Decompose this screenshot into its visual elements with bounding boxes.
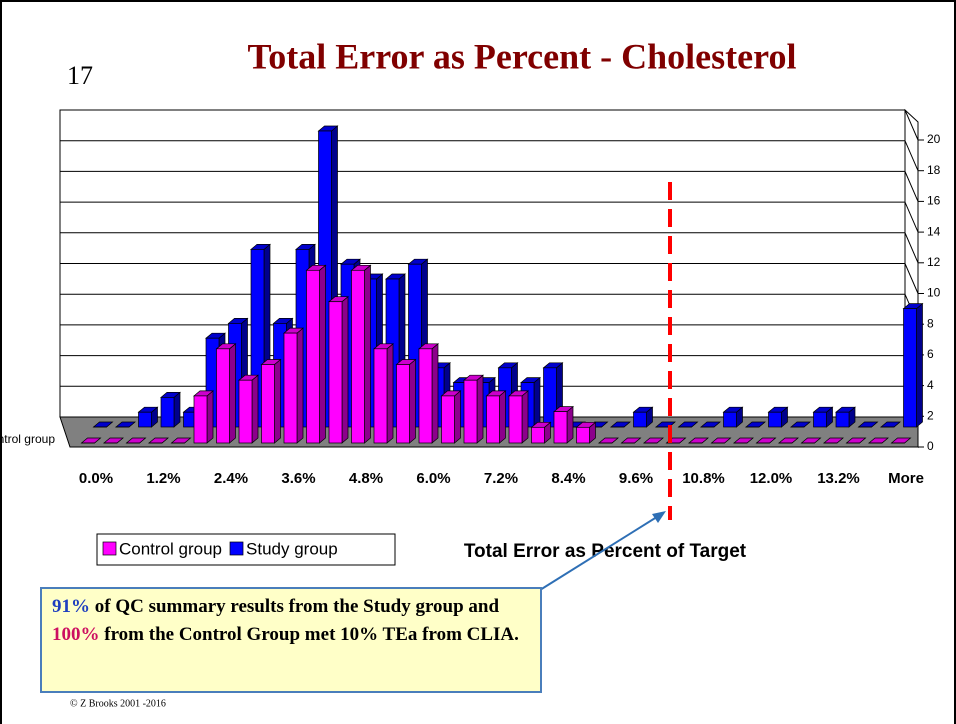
bar-side xyxy=(251,374,259,444)
bar-side xyxy=(566,405,574,444)
chart-title: Total Error as Percent - Cholesterol xyxy=(248,36,797,76)
grid-line xyxy=(60,109,919,141)
bar xyxy=(531,426,545,444)
annotation-text: of QC summary results from the Study gro… xyxy=(90,596,500,617)
bar xyxy=(441,395,455,444)
y-tick-label: 8 xyxy=(927,316,934,330)
x-tick-label: 7.2% xyxy=(484,470,518,487)
bar xyxy=(138,411,152,428)
footer: © Z Brooks 2001 -2016 xyxy=(70,698,166,709)
x-tick-label: 6.0% xyxy=(416,470,450,487)
y-tick-label: 16 xyxy=(927,194,941,208)
bar xyxy=(328,301,343,444)
grid-line xyxy=(60,140,919,171)
bar xyxy=(813,411,827,428)
bar xyxy=(723,411,737,428)
annotation-box: 91% of QC summary results from the Study… xyxy=(40,587,542,693)
y-tick-label: 12 xyxy=(927,255,941,269)
x-tick-label: 13.2% xyxy=(817,470,860,487)
y-tick-label: 14 xyxy=(927,224,941,238)
bar-side xyxy=(521,390,529,444)
depth-label: Control group xyxy=(0,432,55,446)
y-tick-label: 6 xyxy=(927,347,934,361)
bar xyxy=(633,411,647,428)
y-tick-label: 2 xyxy=(927,408,934,422)
x-tick-label: 8.4% xyxy=(551,470,585,487)
bar xyxy=(216,348,230,444)
x-tick-label: 4.8% xyxy=(349,470,383,487)
legend-label: Study group xyxy=(246,539,338,558)
overlay xyxy=(539,182,672,591)
bar-side xyxy=(274,358,281,444)
x-tick-label: 2.4% xyxy=(214,470,248,487)
bar-side xyxy=(499,390,506,444)
x-tick-label: 3.6% xyxy=(281,470,315,487)
bar xyxy=(306,269,320,444)
bar-side xyxy=(296,327,304,444)
annotation-text: from the Control Group met 10% TEa from … xyxy=(99,624,519,645)
bar xyxy=(396,364,410,444)
bar xyxy=(373,348,388,444)
bar-side xyxy=(364,264,371,444)
bar-side xyxy=(173,391,181,428)
grid-line xyxy=(60,170,919,202)
bar xyxy=(463,379,478,444)
x-tick-label: 1.2% xyxy=(146,470,180,487)
grid-line xyxy=(60,201,919,233)
bar xyxy=(238,379,253,444)
bar-side xyxy=(916,302,923,428)
bar-side xyxy=(431,343,439,444)
x-tick-label: 12.0% xyxy=(750,470,793,487)
bar xyxy=(486,395,500,444)
bar-side xyxy=(454,390,461,444)
bar-side xyxy=(229,343,236,444)
bar xyxy=(160,397,175,428)
grid-line xyxy=(60,232,919,263)
bar xyxy=(576,426,590,444)
bar xyxy=(283,332,298,444)
y-tick-label: 10 xyxy=(927,286,941,300)
y-tick-label: 20 xyxy=(927,132,941,146)
bar xyxy=(835,411,850,428)
legend-swatch xyxy=(102,541,117,556)
legend-box xyxy=(96,533,396,566)
slide-number: 17 xyxy=(67,61,93,90)
bar-side xyxy=(409,358,416,444)
bar xyxy=(553,411,568,444)
bar xyxy=(261,364,275,444)
bar-side xyxy=(476,374,484,444)
arrow-head xyxy=(652,511,666,523)
bar-side xyxy=(341,295,349,444)
annotation-text: 100% xyxy=(52,624,100,645)
legend-swatch xyxy=(229,541,244,556)
bar-side xyxy=(319,264,326,444)
y-tick-label: 0 xyxy=(927,439,934,453)
legend-label: Control group xyxy=(119,539,222,558)
x-axis-title: Total Error as Percent of Target xyxy=(464,541,747,562)
bar xyxy=(508,395,523,444)
bar xyxy=(768,411,782,428)
bar xyxy=(903,308,917,428)
x-tick-label: 9.6% xyxy=(619,470,653,487)
bar xyxy=(418,348,433,444)
bar-side xyxy=(386,343,394,444)
arrow xyxy=(539,514,661,591)
bar-side xyxy=(206,390,214,444)
plot: 0 2 4 6 8 10 12 14 16 18 20 Control group 0.0% 1.2% 2.… xyxy=(0,108,941,566)
bar xyxy=(351,269,365,444)
x-tick-label: 10.8% xyxy=(682,470,725,487)
bar xyxy=(193,395,208,444)
bar-side xyxy=(533,376,541,428)
y-tick-label: 4 xyxy=(927,378,934,392)
x-tick-label: More xyxy=(888,470,924,487)
x-tick-label: 0.0% xyxy=(79,470,113,487)
y-tick-label: 18 xyxy=(927,163,941,177)
annotation-text: 91% xyxy=(52,596,90,617)
